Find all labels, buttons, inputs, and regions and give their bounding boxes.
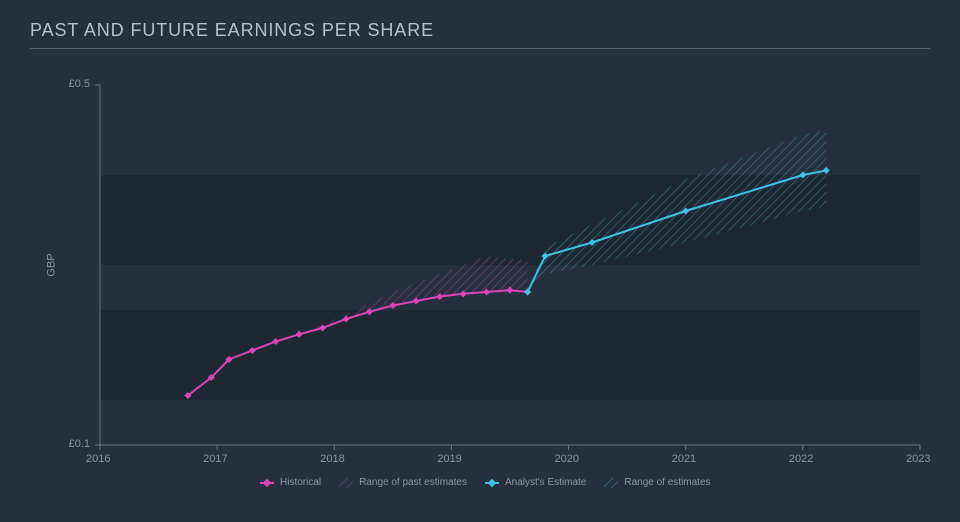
- y-tick-label: £0.1: [69, 438, 90, 450]
- legend-label: Range of past estimates: [359, 477, 467, 488]
- legend-item: Historical: [260, 477, 321, 488]
- x-tick-label: 2022: [789, 453, 813, 465]
- legend-label: Analyst's Estimate: [505, 477, 586, 488]
- x-tick-label: 2019: [437, 453, 461, 465]
- x-tick-label: 2023: [906, 453, 930, 465]
- eps-chart: PAST AND FUTURE EARNINGS PER SHARE GBP H…: [0, 0, 960, 522]
- legend-line-icon: [485, 482, 499, 484]
- legend-line-icon: [260, 482, 274, 484]
- x-tick-label: 2020: [555, 453, 579, 465]
- chart-legend: Historical Range of past estimates Analyst…: [260, 477, 711, 488]
- legend-label: Historical: [280, 477, 321, 488]
- y-axis-title: GBP: [46, 253, 58, 276]
- legend-item: Range of estimates: [604, 477, 710, 488]
- x-tick-label: 2016: [86, 453, 110, 465]
- x-tick-label: 2018: [320, 453, 344, 465]
- legend-label: Range of estimates: [624, 477, 710, 488]
- x-tick-label: 2017: [203, 453, 227, 465]
- legend-hatch-icon: [339, 478, 353, 488]
- plot-area: [0, 0, 960, 522]
- x-tick-label: 2021: [672, 453, 696, 465]
- legend-item: Range of past estimates: [339, 477, 467, 488]
- y-tick-label: £0.5: [69, 78, 90, 90]
- legend-item: Analyst's Estimate: [485, 477, 586, 488]
- legend-hatch-icon: [604, 478, 618, 488]
